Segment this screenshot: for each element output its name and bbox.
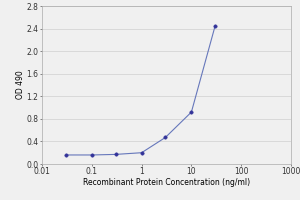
X-axis label: Recombinant Protein Concentration (ng/ml): Recombinant Protein Concentration (ng/ml… xyxy=(83,178,250,187)
Y-axis label: OD 490: OD 490 xyxy=(16,71,25,99)
